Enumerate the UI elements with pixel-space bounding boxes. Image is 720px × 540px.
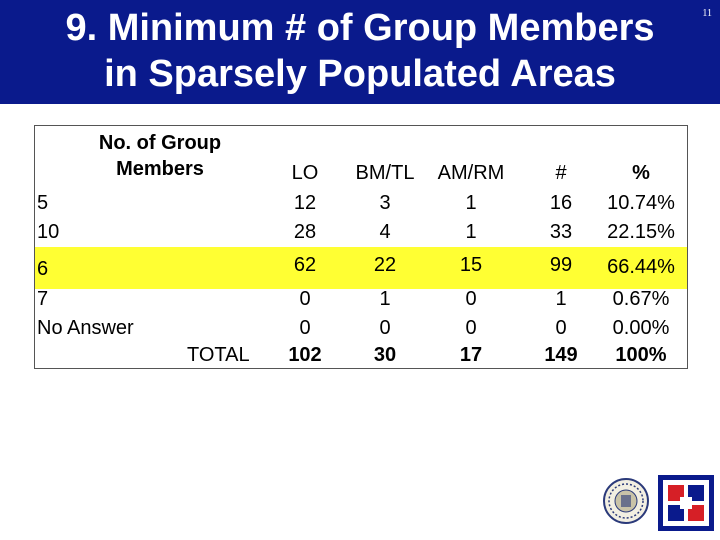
table-cell: 0 [465,317,477,339]
slide-title-line1: 9. Minimum # of Group Members [65,7,655,49]
table-cell: 1 [465,192,477,214]
row-label: 6 [37,258,49,280]
total-label: TOTAL [187,344,250,366]
seal-icon [602,477,650,525]
table-cell: 1 [379,288,391,310]
title-banner: 9. Minimum # of Group Members in Sparsel… [0,0,720,104]
column-header-bmtl: BM/TL [355,162,415,184]
table-cell: 66.44% [607,256,675,278]
column-header-count: # [555,162,567,184]
column-header-lo: LO [291,162,319,184]
table-cell: 0.00% [612,317,670,339]
table-cell: 0 [465,288,477,310]
brand-logo-icon [658,475,714,531]
column-header-group-members: No. of Group Members [98,132,222,180]
column-header-percent: % [632,162,650,184]
total-cell: 17 [459,344,483,366]
table-cell: 4 [379,221,391,243]
table-cell: 10.74% [607,192,675,214]
data-table: No. of Group Members LO BM/TL AM/RM # % … [34,125,688,369]
table-cell: 16 [549,192,573,214]
total-cell: 102 [288,344,322,366]
table-cell: 0 [299,317,311,339]
page-number: 11 [702,8,712,19]
table-cell: 0.67% [612,288,670,310]
row-label: 10 [37,221,60,243]
total-cell: 30 [373,344,397,366]
table-cell: 0 [555,317,567,339]
table-cell: 15 [459,254,483,276]
table-cell: 1 [465,221,477,243]
highlight-row-band [35,247,687,289]
table-cell: 0 [379,317,391,339]
slide-title-line2: in Sparsely Populated Areas [104,53,616,95]
row-label: 7 [37,288,49,310]
total-cell: 100% [615,344,667,366]
table-cell: 12 [293,192,317,214]
table-cell: 1 [555,288,567,310]
total-cell: 149 [544,344,578,366]
table-cell: 0 [299,288,311,310]
table-cell: 28 [293,221,317,243]
table-cell: 22.15% [607,221,675,243]
table-cell: 99 [549,254,573,276]
table-cell: 62 [293,254,317,276]
row-label: No Answer [37,317,134,339]
column-header-amrm: AM/RM [437,162,505,184]
table-cell: 22 [373,254,397,276]
table-cell: 3 [379,192,391,214]
table-cell: 33 [549,221,573,243]
row-label: 5 [37,192,49,214]
